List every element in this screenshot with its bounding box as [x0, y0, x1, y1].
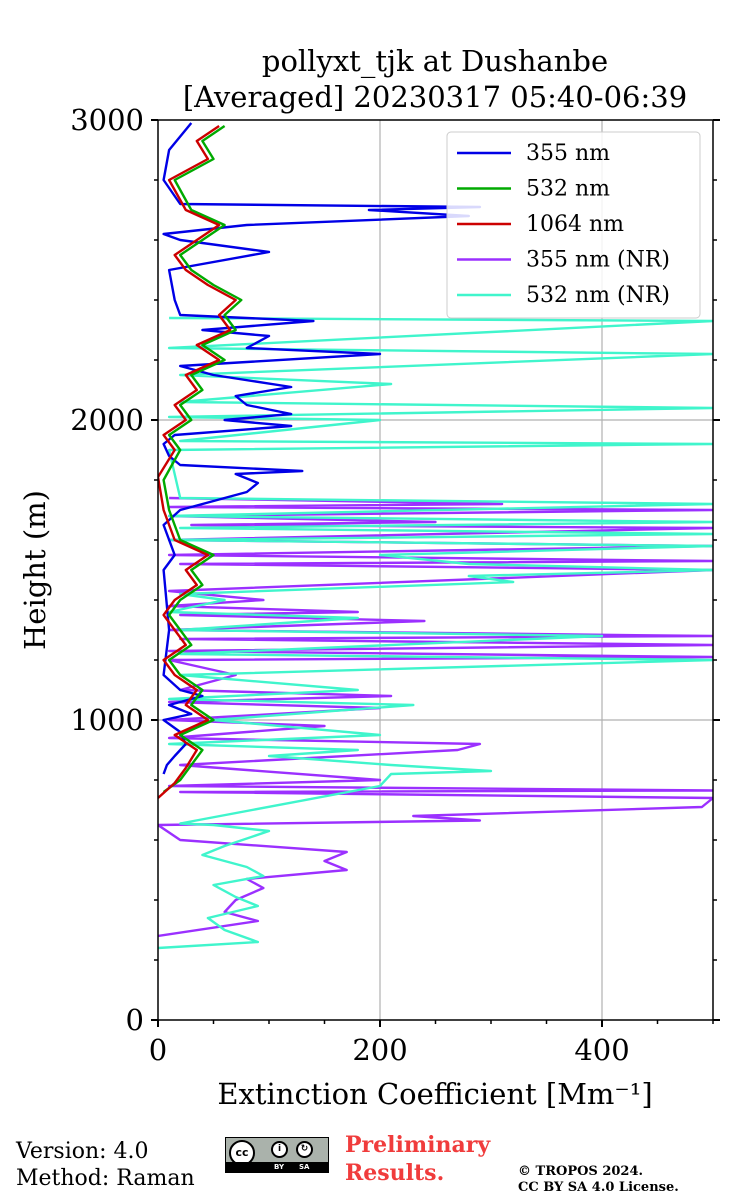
series-line-1: [162, 125, 243, 793]
legend-box: [446, 131, 701, 319]
copyright-notice: © TROPOS 2024. CC BY SA 4.0 License.: [518, 1164, 679, 1196]
y-tick-label-2: 2000: [70, 403, 144, 437]
data-series: [158, 122, 713, 950]
license-bar: BY SA: [226, 1162, 328, 1172]
copyright-line-1: © TROPOS 2024.: [518, 1164, 644, 1179]
cc-license-badge: cc i ↻ BY SA: [225, 1137, 329, 1173]
legend-label-1: 532 nm: [526, 177, 610, 202]
legend-label-0: 355 nm: [526, 141, 610, 166]
attribution-icon: i: [271, 1141, 288, 1158]
preliminary-line-1: Preliminary: [345, 1132, 491, 1158]
share-alike-icon: ↻: [296, 1141, 313, 1158]
axis-ticks: 0 200 400 0 1000 2000 3000: [70, 103, 720, 1067]
preliminary-line-2: Results.: [345, 1160, 445, 1186]
extinction-profile-chart: pollyxt_tjk at Dushanbe [Averaged] 20230…: [18, 44, 720, 1111]
x-tick-label-0: 0: [149, 1033, 167, 1067]
series-line-2: [158, 125, 237, 799]
y-axis-label: Height (m): [18, 490, 52, 650]
y-tick-label-3: 3000: [70, 103, 144, 137]
chart-title-line-1: pollyxt_tjk at Dushanbe: [262, 44, 608, 79]
y-tick-label-0: 0: [126, 1003, 144, 1037]
copyright-line-2: CC BY SA 4.0 License.: [518, 1180, 679, 1195]
license-by-label: BY: [274, 1163, 285, 1171]
legend: 355 nm 532 nm 1064 nm 355 nm (NR) 532 nm (NR…: [446, 131, 701, 319]
version-label: Version: 4.0: [16, 1139, 149, 1164]
legend-label-2: 1064 nm: [526, 212, 624, 237]
x-axis-label: Extinction Coefficient [Mm⁻¹]: [217, 1077, 652, 1111]
license-sa-label: SA: [299, 1163, 310, 1171]
preliminary-results-label: Preliminary Results.: [345, 1131, 490, 1187]
legend-label-3: 355 nm (NR): [526, 248, 670, 273]
y-tick-label-1: 1000: [70, 703, 144, 737]
chart-title-line-2: [Averaged] 20230317 05:40-06:39: [183, 80, 687, 114]
method-label: Method: Raman: [16, 1166, 195, 1191]
x-tick-label-1: 200: [352, 1033, 407, 1067]
series-line-4: [158, 316, 713, 950]
legend-label-4: 532 nm (NR): [526, 283, 670, 308]
x-tick-label-2: 400: [574, 1033, 629, 1067]
